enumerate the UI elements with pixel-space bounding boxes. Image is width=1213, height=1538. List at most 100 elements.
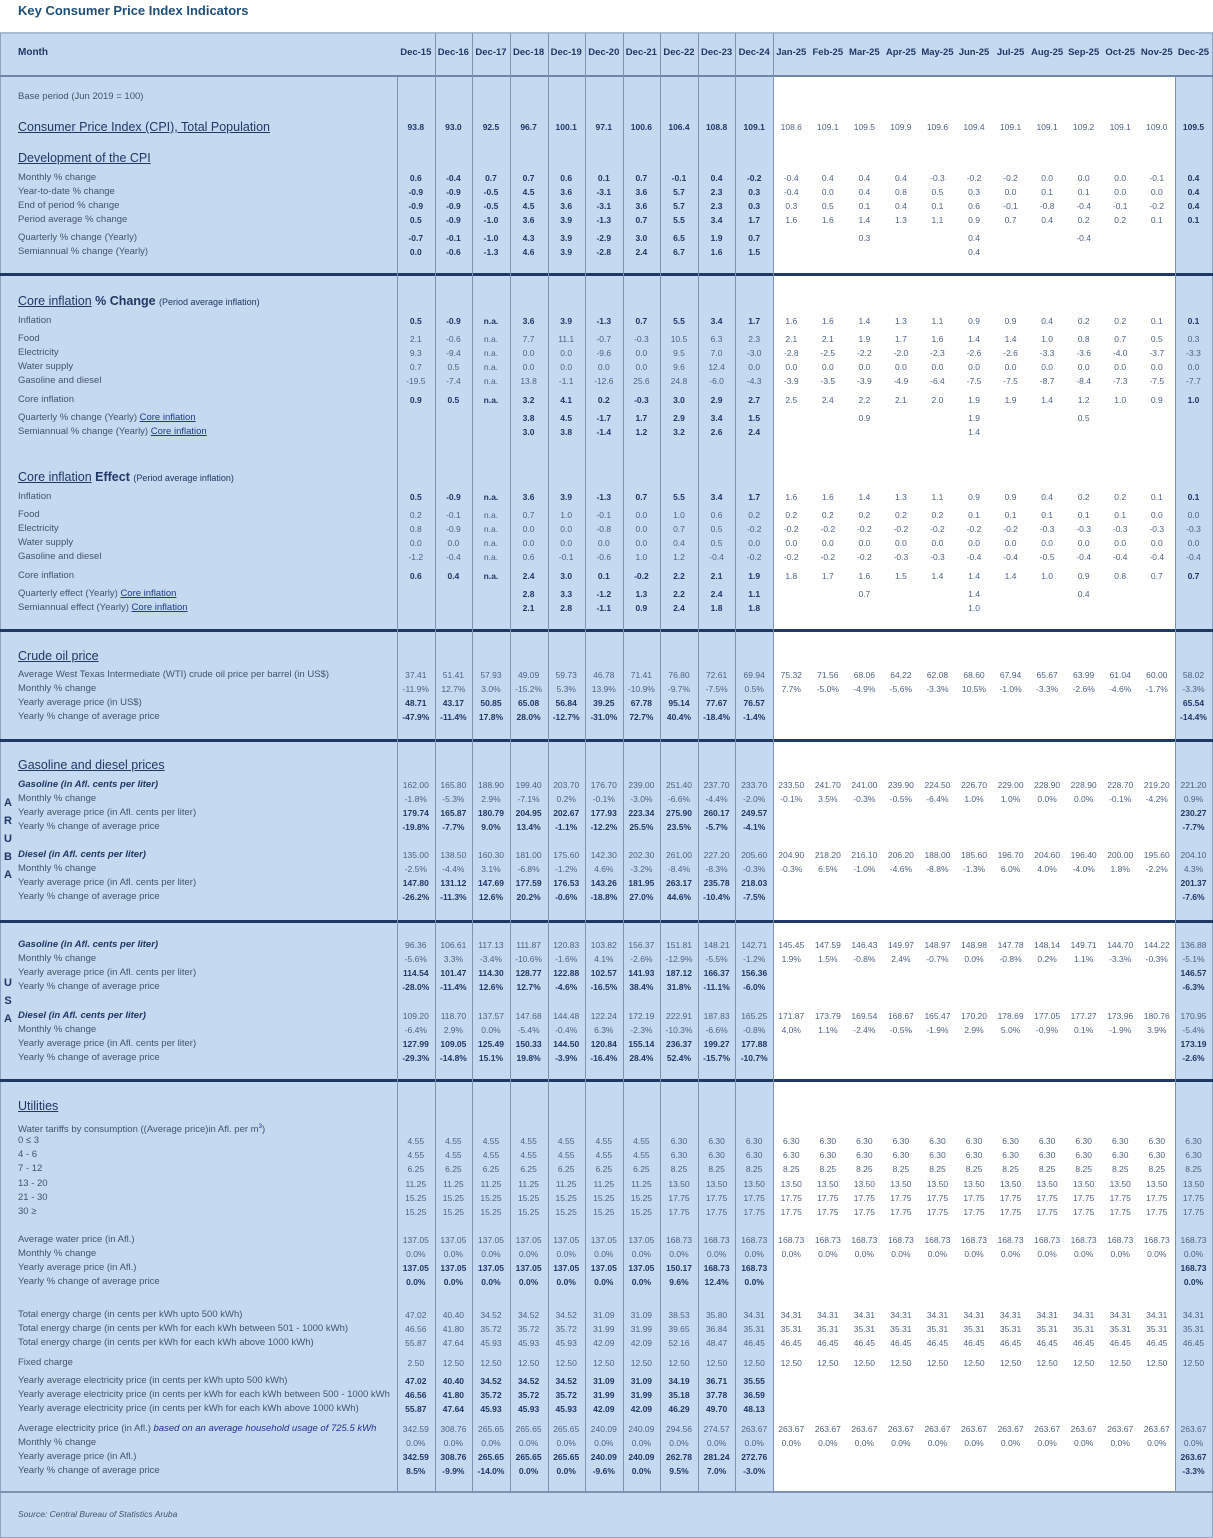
value-cell: 13.50 [1109,1179,1131,1189]
value-cell: 3.6 [522,316,535,326]
row-label-text: Diesel (in Afl. cents per liter) [18,1010,146,1021]
core-inflation-link[interactable]: Core inflation [18,294,92,308]
value-cell: 221.20 [1180,780,1207,790]
core-inflation-link[interactable]: Core inflation [139,412,196,423]
value-cell: 294.56 [665,1424,692,1434]
value-cell: 41.80 [442,1390,465,1400]
value-cell: 263.67 [1180,1452,1207,1462]
value-cell: 2.2 [858,395,871,405]
core-inflation-link[interactable]: Core inflation [120,588,177,599]
month-header-label: Month [18,47,48,58]
value-cell: -0.1 [1003,201,1018,211]
row-label-text: Yearly average price (in Afl.) [18,1451,137,1462]
row-label-text: Core inflation [18,394,74,405]
value-cell: 1.2 [673,552,685,562]
row-label-text[interactable]: Crude oil price [18,649,99,663]
row-label-text[interactable]: Consumer Price Index (CPI), Total Popula… [18,120,270,134]
value-cell: 1.4 [1004,571,1017,581]
value-cell: 0.0 [895,538,907,548]
value-cell: 195.60 [1143,850,1170,860]
value-cell: 4.55 [482,1150,500,1160]
row-label-text[interactable]: Utilities [18,1099,59,1113]
value-cell: -0.9 [446,201,461,211]
value-cell: 0.8 [409,524,422,534]
core-inflation-link[interactable]: Core inflation [150,426,207,437]
value-cell: 35.31 [963,1324,985,1334]
value-cell: -0.7 [596,334,612,344]
row-label-text: Gasoline (in Afl. cents per liter) [18,779,159,790]
column-divider [773,33,774,1492]
value-cell: 148.21 [703,940,730,950]
value-cell: 1.0% [1000,794,1021,804]
value-cell: 3.2 [522,395,535,405]
value-cell: 3.6 [560,187,573,197]
value-cell: 20.2% [516,892,541,902]
value-cell: 106.61 [440,940,467,950]
value-cell: 0.7 [409,362,422,372]
value-cell: 0.3 [858,233,871,243]
value-cell: 0.0 [409,247,422,257]
value-cell: 1.3 [895,215,907,225]
value-cell: 47.02 [405,1310,427,1320]
value-cell: 111.87 [516,940,541,950]
value-cell: 13.50 [926,1179,949,1189]
value-cell: 0.4 [821,173,834,183]
value-cell: 46.45 [817,1338,839,1348]
value-cell: 0.2 [1114,215,1127,225]
value-cell: 72.7% [629,712,654,722]
value-cell: -3.9 [783,376,799,386]
value-cell: -5.3% [442,794,465,804]
value-cell: -1.0 [483,215,499,225]
value-cell: 281.24 [703,1452,730,1462]
value-cell: 0.2% [1037,954,1057,964]
value-cell: 0.0 [931,538,944,548]
row-label-text[interactable]: Development of the CPI [18,151,151,165]
value-cell: 9.0% [481,822,501,832]
value-cell: 3.9 [560,233,573,243]
value-cell: 0.0% [481,1025,501,1035]
value-cell: 137.05 [477,1235,504,1245]
value-cell: 0.0 [522,524,535,534]
column-header: Nov-25 [1140,47,1173,58]
value-cell: 19.8% [516,1053,541,1063]
value-cell: 137.57 [477,1011,504,1021]
row-label: Year-to-date % change [18,185,115,199]
value-cell: 3.6 [522,492,535,502]
value-cell: 0.0% [964,1438,984,1448]
value-cell: 236.37 [665,1039,692,1049]
value-cell: 2.9 [710,395,723,405]
value-cell: 0.0% [556,1249,576,1259]
value-cell: 100.6 [630,122,653,132]
value-cell: 49.70 [705,1404,728,1414]
value-cell: 34.31 [780,1310,802,1320]
value-cell: 127.99 [402,1039,429,1049]
column-header: Aug-25 [1031,47,1064,58]
value-cell: -0.1 [446,233,461,243]
value-cell: 17.75 [817,1207,839,1217]
core-inflation-link[interactable]: Core inflation [18,470,92,484]
value-cell: 0.0% [631,1249,652,1259]
value-cell: 168.73 [814,1235,841,1245]
row-label-text[interactable]: Gasoline and diesel prices [18,758,165,772]
value-cell: 17.75 [963,1207,985,1217]
value-cell: 12.50 [1109,1358,1131,1368]
value-cell: 0.1 [1041,187,1054,197]
value-cell: 0.1 [1187,215,1200,225]
value-cell: 0.9 [409,395,422,405]
value-cell: 45.93 [480,1338,502,1348]
value-cell: 239.90 [887,780,914,790]
value-cell: 0.7 [635,173,648,183]
value-cell: 168.73 [924,1235,951,1245]
value-cell: 2.6 [710,427,723,437]
value-cell: 147.59 [814,940,841,950]
value-cell: -4.6% [889,864,913,874]
value-cell: 4.55 [633,1150,650,1160]
value-cell: -0.8% [999,954,1022,964]
value-cell: -0.5 [483,187,499,197]
core-inflation-link[interactable]: Core inflation [131,602,188,613]
value-cell: 47.64 [442,1404,465,1414]
value-cell: 40.40 [442,1376,465,1386]
value-cell: 11.25 [405,1179,427,1189]
value-cell: -8.4% [667,864,691,874]
value-cell: 8.25 [1038,1164,1056,1174]
